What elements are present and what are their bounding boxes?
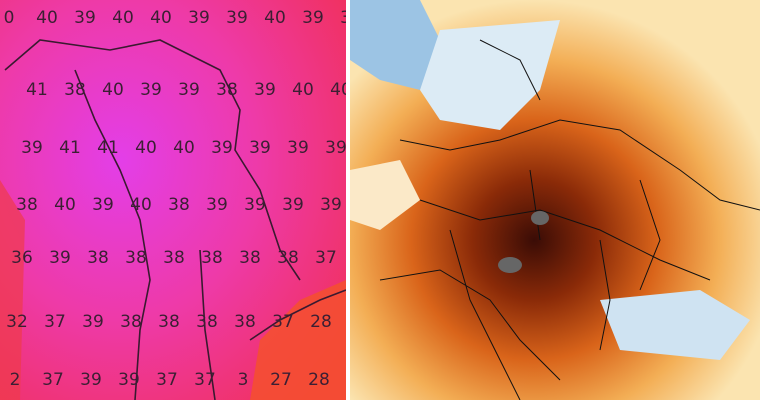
divider [346,0,350,400]
temperature-label: 38 [87,248,109,268]
temperature-label: 32 [6,312,28,332]
left-panel: 0 40 39 40 40 39 39 40 39 39 41 38 40 39 39 38 39 40 40 39 4… [0,0,362,401]
warm-zone [250,280,346,400]
warm-zone [0,180,25,400]
temperature-label: 37 [44,312,66,332]
temperature-label: 39 [244,195,266,215]
temperature-label: 39 [206,195,228,215]
temperature-label: 39 [254,80,276,100]
temperature-label: 2 [10,370,21,390]
temperature-label: 39 [282,195,304,215]
temperature-label: 38 [196,312,218,332]
hot-core [531,211,549,225]
temperature-label: 37 [272,312,294,332]
temperature-label: 39 [325,138,347,158]
value-labels: 0 40 39 40 40 39 39 40 39 39 41 38 40 39 39 38 39 40 40 39 4… [4,8,362,390]
temperature-label: 39 [320,195,342,215]
temperature-label: 39 [287,138,309,158]
temperature-label: 38 [216,80,238,100]
temperature-label: 40 [112,8,134,28]
temperature-label: 39 [82,312,104,332]
temperature-label: 41 [26,80,48,100]
temperature-label: 39 [80,370,102,390]
temperature-label: 38 [16,195,38,215]
country-borders [379,39,760,401]
cool-zone [350,160,420,230]
temperature-label: 40 [36,8,58,28]
temperature-label: 38 [201,248,223,268]
temperature-label: 38 [168,195,190,215]
temperature-label: 37 [42,370,64,390]
temperature-label: 38 [239,248,261,268]
temperature-label: 40 [264,8,286,28]
temperature-label: 38 [158,312,180,332]
right-panel [350,0,760,401]
temperature-label: 39 [21,138,43,158]
temperature-label: 39 [188,8,210,28]
temperature-label: 3 [238,370,249,390]
temperature-label: 40 [292,80,314,100]
border-lines [4,39,347,401]
temperature-label: 37 [156,370,178,390]
temperature-label: 39 [74,8,96,28]
temperature-label: 40 [54,195,76,215]
temperature-label: 38 [163,248,185,268]
temperature-label: 40 [130,195,152,215]
black-sea [600,290,750,360]
temperature-label: 39 [302,8,324,28]
temperature-label: 41 [97,138,119,158]
temperature-label: 39 [92,195,114,215]
cool-zone [350,0,440,90]
temperature-label: 39 [49,248,71,268]
temperature-label: 39 [118,370,140,390]
temperature-label: 39 [211,138,233,158]
temperature-label: 38 [120,312,142,332]
temperature-label: 27 [270,370,292,390]
temperature-label: 40 [173,138,195,158]
temperature-label: 40 [135,138,157,158]
temperature-label: 28 [310,312,332,332]
temperature-label: 37 [194,370,216,390]
temperature-label: 37 [315,248,337,268]
temperature-label: 38 [277,248,299,268]
temperature-label: 39 [178,80,200,100]
temperature-label: 38 [125,248,147,268]
temperature-label: 38 [64,80,86,100]
temperature-label: 40 [102,80,124,100]
temperature-label: 28 [308,370,330,390]
hot-core [498,257,522,273]
temperature-label: 36 [11,248,33,268]
temperature-label: 0 [4,8,15,28]
temperature-label: 39 [249,138,271,158]
temperature-label: 39 [140,80,162,100]
cool-zone [420,20,560,130]
temperature-label: 39 [226,8,248,28]
temperature-label: 41 [59,138,81,158]
temperature-label: 40 [150,8,172,28]
temperature-label: 38 [234,312,256,332]
